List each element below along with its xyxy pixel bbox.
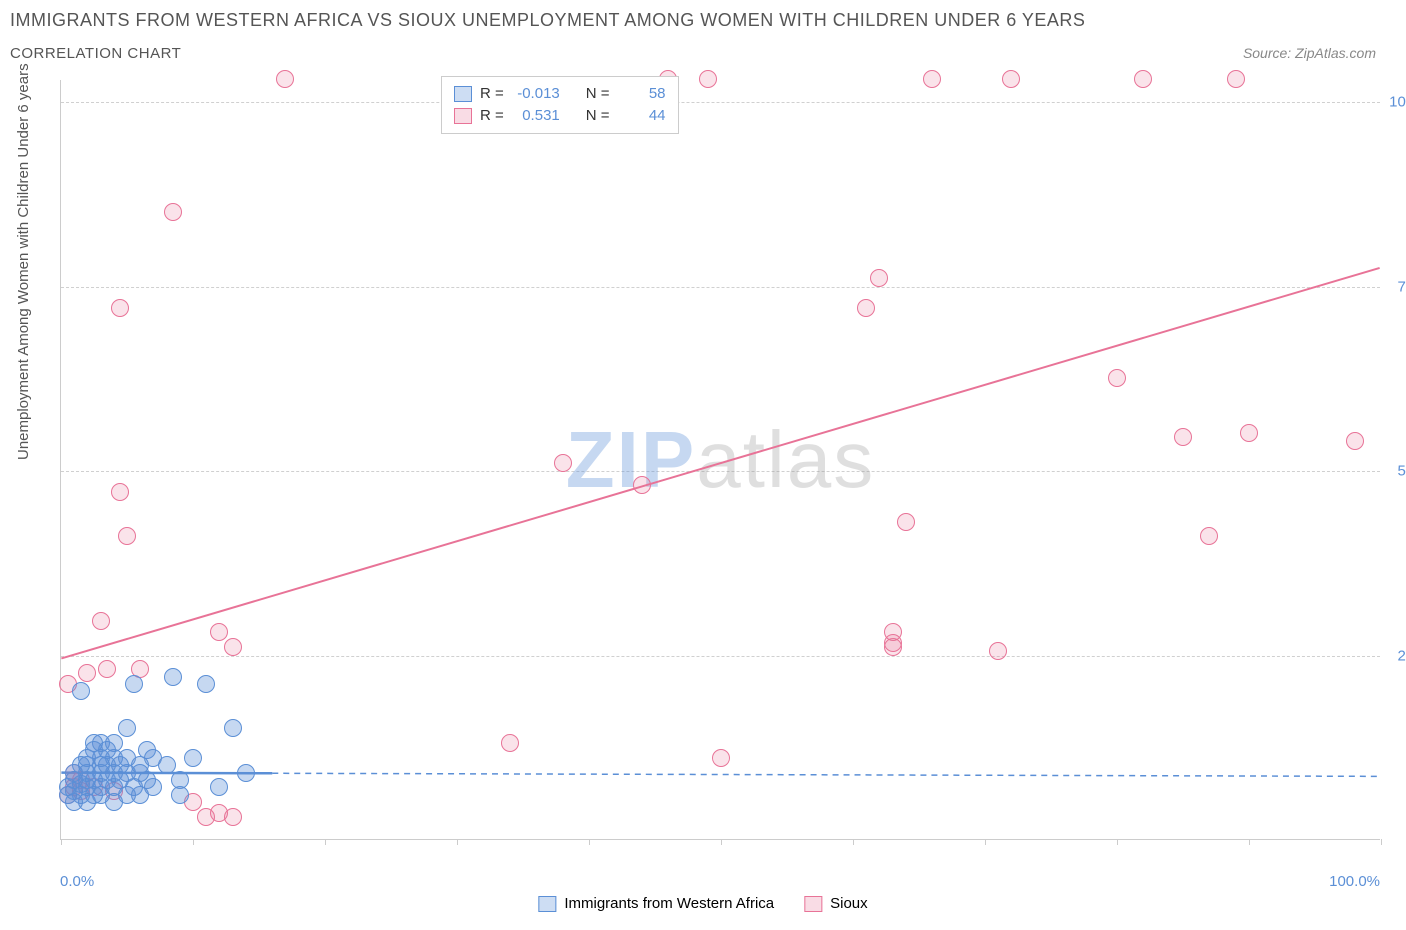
data-point bbox=[210, 778, 228, 796]
n-value-blue: 58 bbox=[618, 83, 666, 105]
data-point bbox=[1227, 70, 1245, 88]
data-point bbox=[633, 476, 651, 494]
x-tick bbox=[193, 839, 194, 845]
data-point bbox=[857, 299, 875, 317]
x-tick bbox=[457, 839, 458, 845]
legend-item-pink: Sioux bbox=[804, 895, 868, 912]
n-value-pink: 44 bbox=[618, 105, 666, 127]
data-point bbox=[1346, 432, 1364, 450]
data-point bbox=[158, 756, 176, 774]
data-point bbox=[72, 682, 90, 700]
chart-plot-area: ZIPatlas R = -0.013 N = 58 R = 0.531 N =… bbox=[60, 80, 1380, 840]
data-point bbox=[164, 668, 182, 686]
data-point bbox=[1174, 428, 1192, 446]
data-point bbox=[171, 771, 189, 789]
x-tick bbox=[1249, 839, 1250, 845]
x-tick bbox=[853, 839, 854, 845]
source-attribution: Source: ZipAtlas.com bbox=[1243, 45, 1376, 61]
data-point bbox=[210, 623, 228, 641]
data-point bbox=[923, 70, 941, 88]
data-point bbox=[699, 70, 717, 88]
data-point bbox=[276, 70, 294, 88]
data-point bbox=[870, 269, 888, 287]
legend-swatch-pink-icon bbox=[804, 896, 822, 912]
legend-item-blue: Immigrants from Western Africa bbox=[538, 895, 774, 912]
data-point bbox=[118, 719, 136, 737]
x-tick bbox=[589, 839, 590, 845]
data-point bbox=[1108, 369, 1126, 387]
legend-label-blue: Immigrants from Western Africa bbox=[564, 895, 774, 912]
legend-row-blue: R = -0.013 N = 58 bbox=[454, 83, 666, 105]
correlation-legend: R = -0.013 N = 58 R = 0.531 N = 44 bbox=[441, 76, 679, 134]
y-tick-label: 75.0% bbox=[1397, 278, 1406, 295]
data-point bbox=[164, 203, 182, 221]
x-tick bbox=[985, 839, 986, 845]
r-label: R = bbox=[480, 83, 504, 105]
data-point bbox=[144, 778, 162, 796]
markers-layer bbox=[61, 80, 1380, 839]
data-point bbox=[125, 675, 143, 693]
data-point bbox=[1200, 527, 1218, 545]
data-point bbox=[554, 454, 572, 472]
legend-label-pink: Sioux bbox=[830, 895, 868, 912]
data-point bbox=[224, 808, 242, 826]
data-point bbox=[78, 664, 96, 682]
y-tick-label: 50.0% bbox=[1397, 463, 1406, 480]
data-point bbox=[224, 719, 242, 737]
data-point bbox=[105, 734, 123, 752]
x-tick bbox=[61, 839, 62, 845]
chart-subtitle: CORRELATION CHART bbox=[10, 45, 181, 62]
data-point bbox=[1002, 70, 1020, 88]
data-point bbox=[92, 612, 110, 630]
legend-swatch-pink bbox=[454, 108, 472, 124]
x-max-label: 100.0% bbox=[1329, 873, 1380, 890]
chart-title: IMMIGRANTS FROM WESTERN AFRICA VS SIOUX … bbox=[10, 10, 1085, 31]
data-point bbox=[1240, 424, 1258, 442]
n-label: N = bbox=[586, 83, 610, 105]
r-value-blue: -0.013 bbox=[512, 83, 560, 105]
data-point bbox=[897, 513, 915, 531]
x-tick bbox=[325, 839, 326, 845]
data-point bbox=[1134, 70, 1152, 88]
data-point bbox=[884, 634, 902, 652]
data-point bbox=[111, 483, 129, 501]
legend-swatch-blue-icon bbox=[538, 896, 556, 912]
data-point bbox=[118, 527, 136, 545]
r-label: R = bbox=[480, 105, 504, 127]
y-axis-label: Unemployment Among Women with Children U… bbox=[15, 63, 32, 460]
data-point bbox=[98, 660, 116, 678]
data-point bbox=[224, 638, 242, 656]
series-legend: Immigrants from Western Africa Sioux bbox=[538, 895, 867, 912]
y-tick-label: 25.0% bbox=[1397, 647, 1406, 664]
x-min-label: 0.0% bbox=[60, 873, 94, 890]
data-point bbox=[197, 675, 215, 693]
legend-swatch-blue bbox=[454, 86, 472, 102]
x-tick bbox=[1381, 839, 1382, 845]
data-point bbox=[989, 642, 1007, 660]
y-tick-label: 100.0% bbox=[1389, 94, 1406, 111]
x-tick bbox=[721, 839, 722, 845]
data-point bbox=[501, 734, 519, 752]
x-tick bbox=[1117, 839, 1118, 845]
data-point bbox=[111, 299, 129, 317]
legend-row-pink: R = 0.531 N = 44 bbox=[454, 105, 666, 127]
n-label: N = bbox=[586, 105, 610, 127]
data-point bbox=[184, 749, 202, 767]
data-point bbox=[237, 764, 255, 782]
data-point bbox=[712, 749, 730, 767]
r-value-pink: 0.531 bbox=[512, 105, 560, 127]
